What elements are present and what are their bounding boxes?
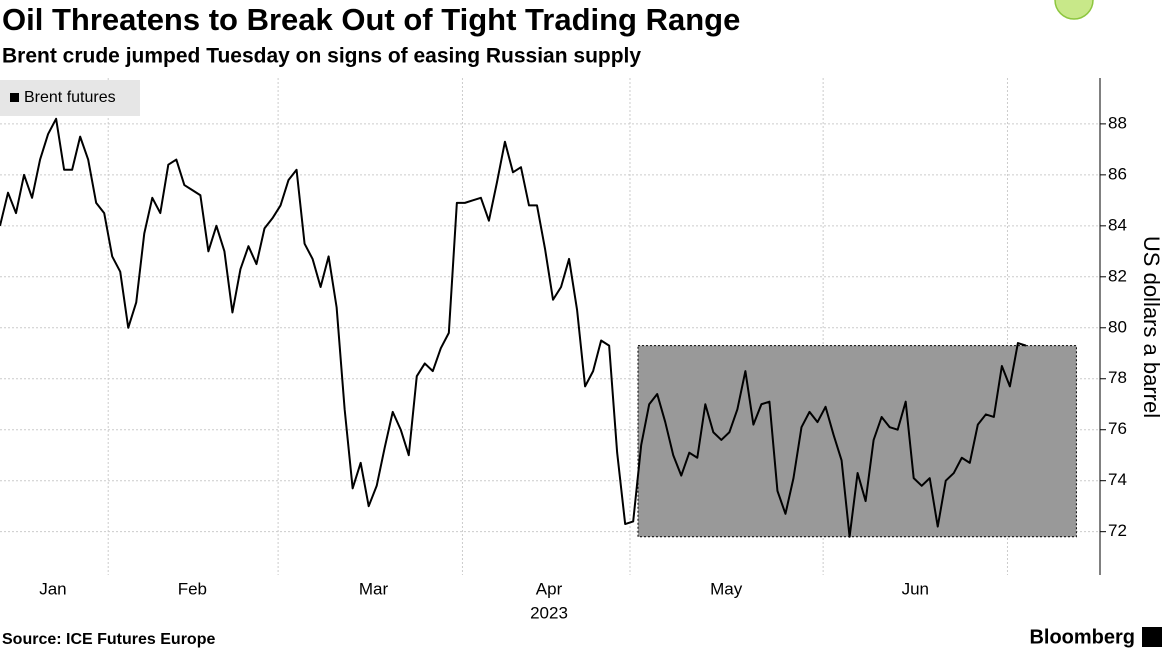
highlight (1054, 0, 1094, 20)
legend-label: Brent futures (24, 89, 116, 106)
brand-icon (1142, 627, 1162, 647)
x-tick-label: Apr (536, 579, 563, 598)
x-tick-label: May (710, 579, 743, 598)
chart-title: Oil Threatens to Break Out of Tight Trad… (2, 2, 740, 37)
x-tick-label: Mar (359, 579, 389, 598)
y-tick-label: 78 (1108, 368, 1127, 387)
chart-subtitle: Brent crude jumped Tuesday on signs of e… (2, 45, 641, 68)
y-tick-label: 88 (1108, 113, 1127, 132)
y-tick-label: 84 (1108, 215, 1127, 234)
y-tick-label: 74 (1108, 470, 1127, 489)
y-tick-label: 80 (1108, 317, 1127, 336)
x-tick-label: Jun (902, 579, 929, 598)
brand: Bloomberg (1029, 626, 1135, 648)
y-tick-label: 76 (1108, 419, 1127, 438)
x-tick-label: Jan (39, 579, 66, 598)
y-tick-label: 86 (1108, 164, 1127, 183)
legend-bg (0, 80, 140, 116)
y-tick-label: 82 (1108, 266, 1127, 285)
line (0, 117, 1027, 538)
legend-swatch (10, 93, 19, 102)
range-box (637, 345, 1077, 538)
year-label: 2023 (530, 603, 568, 622)
y-tick-label: 72 (1108, 521, 1127, 540)
x-tick-label: Feb (178, 579, 207, 598)
y-axis-label: US dollars a barrel (1139, 236, 1164, 418)
source: Source: ICE Futures Europe (2, 631, 215, 648)
